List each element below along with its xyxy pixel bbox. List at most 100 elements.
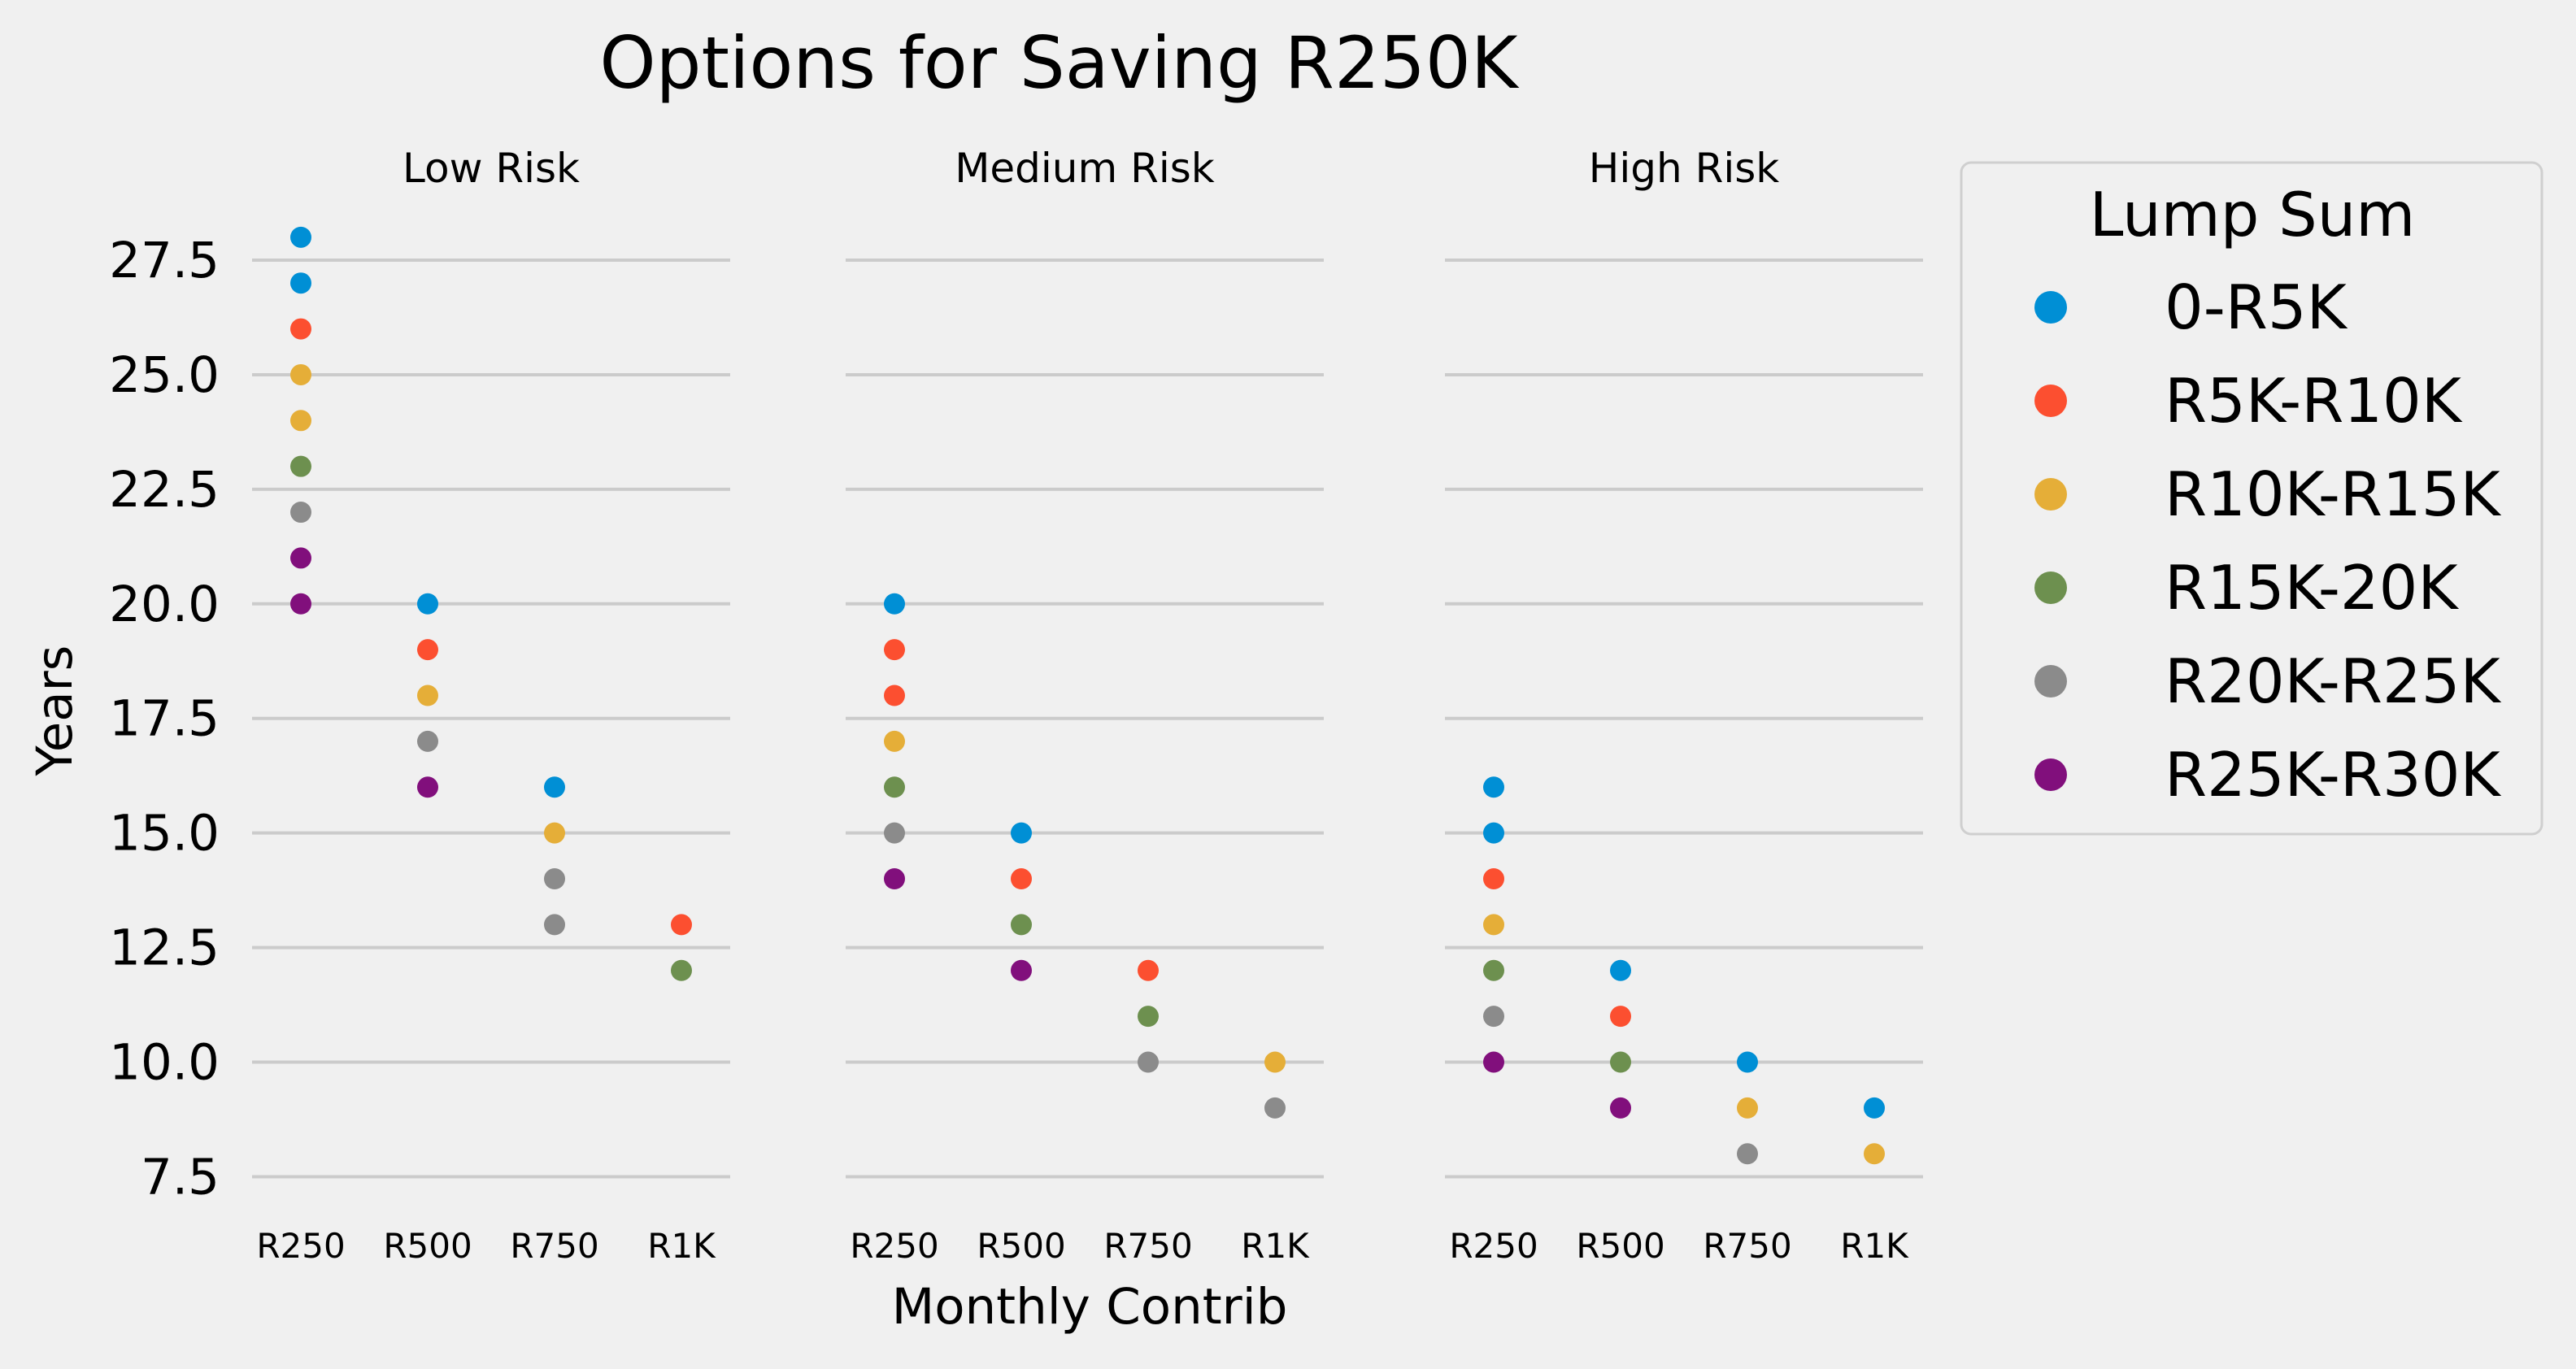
x-tick-label: R250	[850, 1226, 938, 1266]
data-point	[1138, 959, 1159, 981]
legend-marker	[2034, 572, 2067, 604]
x-tick-label: R1K	[1840, 1226, 1909, 1266]
legend-title: Lump Sum	[2090, 179, 2416, 250]
data-point	[1138, 1006, 1159, 1028]
legend-label: R15K-20K	[2165, 552, 2459, 624]
x-tick-label: R500	[977, 1226, 1065, 1266]
y-tick-label: 10.0	[109, 1034, 220, 1092]
chart-title: Options for Saving R250K	[599, 21, 1520, 105]
data-point	[417, 639, 438, 661]
legend-box	[1960, 161, 2543, 836]
data-point	[1011, 914, 1032, 936]
data-point	[1011, 822, 1032, 844]
panel-1: 7.5 10.0 12.5 15.0 17.5 20.0 22.5 25.0 27.5 Low R…	[109, 145, 730, 1266]
y-axis-label: Years	[26, 645, 84, 777]
data-point	[884, 822, 905, 844]
data-point	[544, 868, 565, 890]
data-point	[1011, 868, 1032, 890]
data-point	[1483, 868, 1504, 890]
data-point	[1483, 776, 1504, 798]
data-point	[290, 363, 311, 385]
x-tick-label: R250	[256, 1226, 345, 1266]
panel-title: Medium Risk	[955, 145, 1215, 192]
data-point	[417, 730, 438, 752]
data-point	[1610, 959, 1631, 981]
data-point	[1737, 1143, 1758, 1165]
legend-items: 0-R5K R5K-R10K R10K-R15K R15K-20K R20K-R25K R…	[2034, 272, 2501, 811]
legend-marker	[2034, 665, 2067, 698]
y-tick-label: 7.5	[141, 1148, 220, 1206]
data-point	[290, 226, 311, 248]
y-tick-label: 15.0	[109, 805, 220, 863]
panel-title: High Risk	[1589, 145, 1779, 192]
y-tick-label: 22.5	[109, 461, 220, 519]
data-point	[290, 502, 311, 524]
data-point	[1483, 1006, 1504, 1028]
data-point	[290, 410, 311, 432]
data-point	[1610, 1006, 1631, 1028]
data-point	[884, 868, 905, 890]
data-point	[290, 593, 311, 615]
x-tick-label: R500	[383, 1226, 472, 1266]
legend: Lump Sum 0-R5K R5K-R10K R10K-R15K R15K-20K R…	[1960, 161, 2543, 836]
data-point	[1864, 1143, 1885, 1165]
y-tick-label: 27.5	[109, 232, 220, 289]
legend-label: 0-R5K	[2165, 272, 2348, 343]
panel-2: Medium Risk R250 R500 R750 R1K	[846, 145, 1324, 1266]
data-point	[1483, 1051, 1504, 1073]
legend-label: R20K-R25K	[2165, 645, 2501, 717]
y-tick-label: 17.5	[109, 690, 220, 748]
legend-marker	[2034, 291, 2067, 324]
data-point	[1138, 1051, 1159, 1073]
subplot-panels: 7.5 10.0 12.5 15.0 17.5 20.0 22.5 25.0 27.5 Low R…	[109, 145, 1923, 1266]
data-point	[1483, 959, 1504, 981]
legend-marker	[2034, 385, 2067, 417]
data-point	[884, 639, 905, 661]
x-tick-label: R1K	[1241, 1226, 1310, 1266]
data-point	[1610, 1051, 1631, 1073]
data-point	[884, 684, 905, 706]
data-point	[884, 593, 905, 615]
y-tick-label: 25.0	[109, 346, 220, 404]
data-point	[884, 730, 905, 752]
data-point	[1864, 1097, 1885, 1119]
x-tick-label: R500	[1576, 1226, 1664, 1266]
data-point	[1737, 1051, 1758, 1073]
data-point	[290, 318, 311, 340]
data-point	[290, 455, 311, 477]
data-point	[417, 776, 438, 798]
x-tick-label: R750	[1703, 1226, 1791, 1266]
data-point	[1737, 1097, 1758, 1119]
data-point	[1483, 914, 1504, 936]
data-point	[1264, 1097, 1286, 1119]
x-tick-label: R1K	[647, 1226, 716, 1266]
legend-label: R5K-R10K	[2165, 365, 2463, 437]
x-tick-label: R750	[510, 1226, 598, 1266]
data-point	[671, 959, 692, 981]
x-tick-label: R750	[1103, 1226, 1192, 1266]
y-tick-label: 12.5	[109, 919, 220, 977]
x-axis-label: Monthly Contrib	[892, 1278, 1288, 1336]
data-point	[417, 593, 438, 615]
x-tick-label: R250	[1449, 1226, 1538, 1266]
data-point	[1483, 822, 1504, 844]
panel-title: Low Risk	[402, 145, 580, 192]
data-point	[671, 914, 692, 936]
legend-label: R25K-R30K	[2165, 739, 2501, 811]
data-point	[417, 684, 438, 706]
y-tick-label: 20.0	[109, 576, 220, 633]
data-point	[544, 822, 565, 844]
data-point	[544, 776, 565, 798]
data-point	[544, 914, 565, 936]
data-point	[1610, 1097, 1631, 1119]
data-point	[290, 547, 311, 569]
data-point	[290, 272, 311, 294]
data-point	[1264, 1051, 1286, 1073]
panel-3: High Risk R250 R500 R750 R1K	[1445, 145, 1923, 1266]
data-point	[1011, 959, 1032, 981]
legend-marker	[2034, 478, 2067, 511]
legend-marker	[2034, 758, 2067, 791]
legend-label: R10K-R15K	[2165, 459, 2501, 530]
data-point	[884, 776, 905, 798]
